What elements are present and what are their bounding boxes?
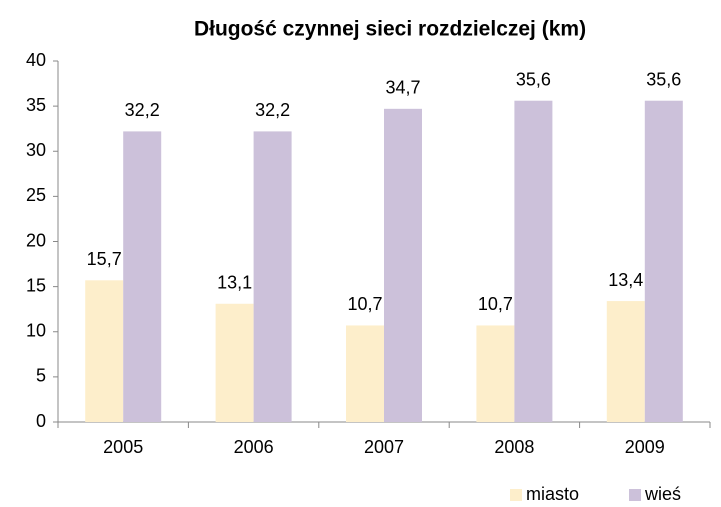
value-label: 32,2: [255, 100, 290, 120]
bar: [644, 100, 683, 423]
legend-label: miasto: [526, 484, 579, 504]
x-tick-label: 2009: [625, 437, 665, 457]
y-tick-label: 15: [26, 275, 46, 295]
bar: [123, 131, 162, 422]
legend-swatch: [510, 489, 522, 501]
chart-title: Długość czynnej sieci rozdzielczej (km): [194, 18, 586, 41]
bar: [215, 303, 254, 422]
legend-label: wieś: [644, 484, 681, 504]
value-label: 13,4: [608, 270, 643, 290]
y-tick-label: 40: [26, 50, 46, 70]
y-tick-label: 5: [36, 366, 46, 386]
bar: [476, 325, 515, 422]
value-label: 10,7: [478, 294, 513, 314]
y-tick-label: 30: [26, 140, 46, 160]
value-label: 13,1: [217, 273, 252, 293]
bar: [85, 280, 124, 422]
x-tick-label: 2007: [364, 437, 404, 457]
value-label: 35,6: [646, 69, 681, 89]
value-label: 32,2: [125, 100, 160, 120]
y-tick-label: 0: [36, 411, 46, 431]
y-tick-label: 10: [26, 321, 46, 341]
x-tick-label: 2006: [234, 437, 274, 457]
bar: [606, 301, 645, 422]
y-tick-label: 25: [26, 185, 46, 205]
legend-swatch: [629, 489, 642, 501]
bar: [514, 100, 553, 423]
value-label: 34,7: [385, 78, 420, 98]
value-label: 15,7: [87, 249, 122, 269]
bar: [346, 325, 384, 422]
value-label: 35,6: [516, 69, 551, 89]
x-tick-label: 2008: [494, 437, 534, 457]
value-label: 10,7: [347, 294, 382, 314]
bar: [384, 108, 422, 423]
bar: [253, 131, 292, 422]
x-tick-label: 2005: [103, 437, 143, 457]
y-tick-label: 35: [26, 95, 46, 115]
y-tick-label: 20: [26, 230, 46, 250]
